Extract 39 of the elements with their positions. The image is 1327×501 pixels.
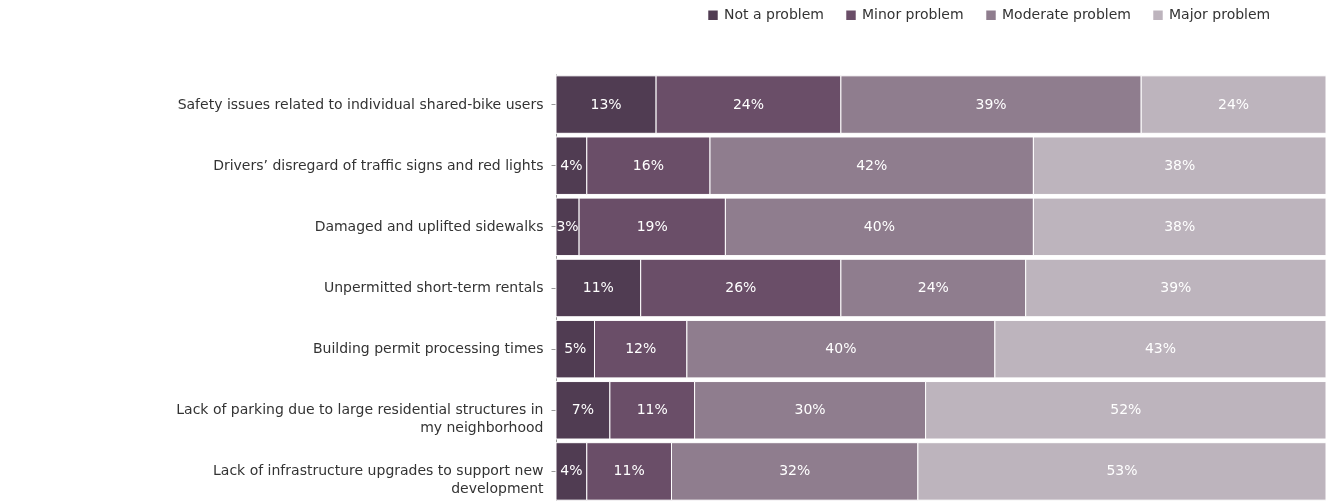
data-label: 24% [1218,95,1250,112]
data-label: 7% [571,401,595,418]
data-label: 24% [917,279,949,295]
data-label: 53% [1106,462,1138,479]
y-tick-label: Lack of infrastructure upgrades to support new development [213,462,544,497]
data-label: 32% [779,462,811,479]
data-label: 16% [632,156,664,173]
data-label: 11% [582,279,614,295]
y-tick-label: Unpermitted short-term rentals [323,279,544,295]
data-label: 39% [975,95,1007,112]
data-label: 39% [1160,279,1192,295]
data-label: 12% [625,340,657,357]
data-label: 38% [1164,156,1196,173]
data-label: 30% [794,401,826,418]
data-label: 26% [725,279,757,295]
legend-label: Minor problem [862,6,964,23]
data-label: 4% [560,156,583,173]
y-tick-label: Building permit processing times [312,340,544,357]
data-label: 4% [560,462,583,479]
data-label: 38% [1164,217,1196,234]
y-tick-label: Drivers’ disregard of traffic signs and red lights [213,156,544,173]
data-label: 24% [732,95,765,112]
data-label: 11% [636,401,668,418]
y-tick-label: Damaged and uplifted sidewalks [314,217,544,234]
data-label: 5% [564,340,587,357]
data-label: 11% [613,462,645,479]
data-label: 13% [590,95,622,112]
data-label: 42% [856,156,888,173]
data-label: 3% [556,217,579,234]
data-label: 19% [636,217,668,234]
legend-label: Major problem [1169,6,1271,23]
data-label: 52% [1110,401,1142,418]
y-tick-label: Lack of parking due to large residential structures in my neighborhood [176,401,544,436]
y-tick-label: Safety issues related to individual shared-bike users [177,95,544,112]
legend-label: Moderate problem [1002,6,1131,23]
data-label: 40% [825,340,857,357]
data-label: 43% [1144,340,1177,357]
data-label: 40% [863,217,895,234]
legend-label: Not a problem [724,6,824,23]
